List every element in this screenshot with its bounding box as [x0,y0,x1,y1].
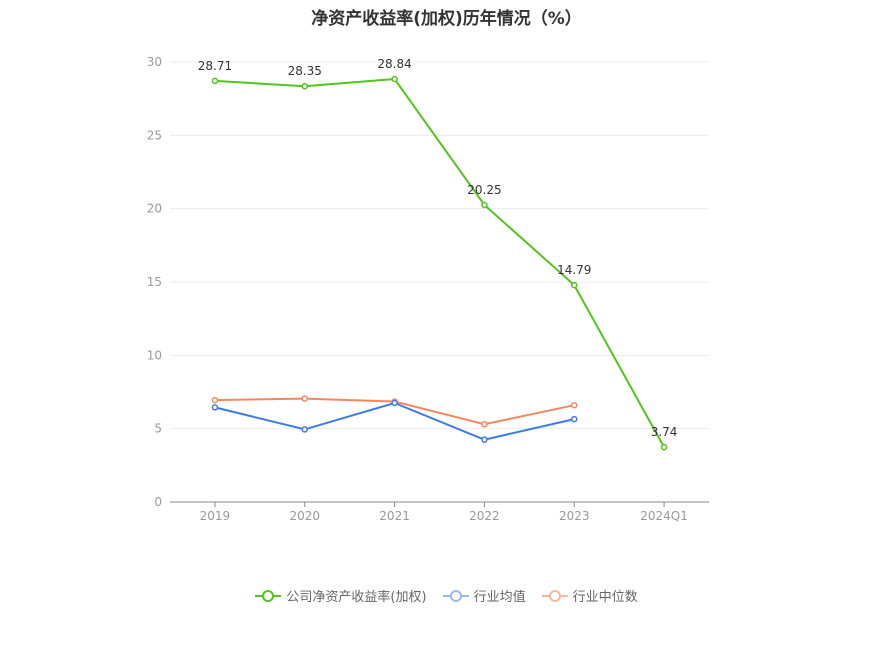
y-axis-ticks: 0 5 10 15 20 25 30 [147,55,162,509]
y-tick-label: 0 [154,495,162,509]
data-point[interactable] [391,75,398,83]
y-tick-label: 5 [154,422,162,436]
legend: 公司净资产收益率(加权) 行业均值 行业中位数 [0,586,893,605]
data-point[interactable] [481,201,488,209]
data-point[interactable] [211,77,219,85]
legend-swatch-green-icon [255,589,282,602]
series-line-0 [214,77,665,448]
y-tick-label: 20 [147,202,162,216]
data-point[interactable] [301,395,308,402]
legend-label-industry-mean: 行业均值 [473,590,526,605]
legend-item-industry-mean[interactable]: 行业均值 [442,586,526,605]
data-point[interactable] [481,421,488,428]
data-point[interactable] [211,396,219,404]
data-point[interactable] [391,399,398,407]
grid-lines [170,61,709,430]
data-point[interactable] [211,404,219,411]
x-axis-ticks: 2019 2020 2021 2022 2023 2024Q1 [200,509,688,523]
data-point[interactable] [301,426,308,433]
x-tick-label: 2023 [559,509,590,523]
y-tick-label: 30 [147,55,162,69]
data-point[interactable] [571,401,578,409]
x-tick-label: 2022 [469,509,500,523]
data-point[interactable] [660,443,668,451]
data-label: 28.71 [198,59,232,73]
y-tick-label: 25 [147,128,162,142]
x-tick-label: 2024Q1 [640,509,688,523]
data-labels: 28.71 28.35 28.84 20.25 14.79 3.74 [198,57,678,439]
y-tick-label: 15 [147,275,162,289]
legend-swatch-blue-icon [442,589,469,602]
data-point[interactable] [571,281,578,289]
x-tick-label: 2020 [289,509,320,523]
data-point[interactable] [571,415,578,423]
y-tick-label: 10 [147,348,162,362]
x-tick-label: 2019 [200,509,231,523]
legend-item-company-roe[interactable]: 公司净资产收益率(加权) [255,586,427,605]
chart-title: 净资产收益率(加权)历年情况（%） [311,9,582,29]
data-label: 14.79 [557,263,591,277]
data-point[interactable] [481,436,488,443]
data-label: 20.25 [467,183,501,197]
legend-item-industry-median[interactable]: 行业中位数 [541,586,638,605]
legend-label-industry-median: 行业中位数 [572,590,638,605]
series-line-1 [214,401,575,441]
legend-label-company-roe: 公司净资产收益率(加权) [286,590,427,605]
data-label: 3.74 [651,425,678,439]
series-lines [211,75,668,451]
data-point[interactable] [301,82,308,90]
data-label: 28.35 [288,64,322,78]
x-tick-label: 2021 [379,509,410,523]
legend-swatch-orange-icon [541,589,568,602]
data-label: 28.84 [377,57,411,71]
x-axis [170,501,709,507]
